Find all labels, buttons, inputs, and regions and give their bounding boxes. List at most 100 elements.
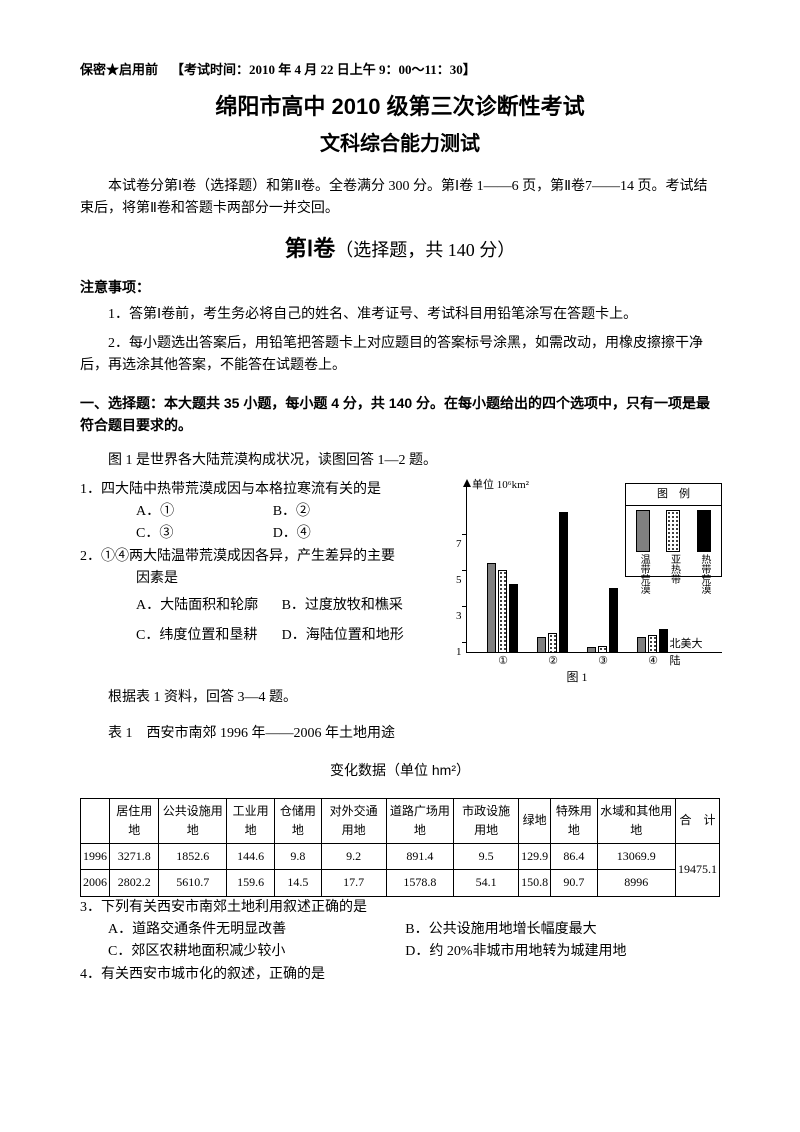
legend-label: 亚热带 — [665, 554, 681, 584]
q1-stem: 1．四大陆中热带荒漠成因与本格拉寒流有关的是 — [80, 479, 432, 501]
table-header-cell: 特殊用地 — [551, 798, 598, 843]
table-cell: 144.6 — [227, 844, 275, 870]
title-sub: 文科综合能力测试 — [80, 128, 720, 160]
table-row: 20062802.25610.7159.614.517.71578.854.11… — [81, 870, 720, 896]
q1-opt-a: A．① — [136, 501, 269, 523]
q2-opt-a: A．大陆面积和轮廓 — [136, 591, 278, 622]
x-label: ④ — [648, 653, 658, 671]
q1-opt-d: D．④ — [273, 523, 406, 545]
notice-1: 1．答第Ⅰ卷前，考生务必将自己的姓名、准考证号、考试科目用铅笔涂写在答题卡上。 — [80, 304, 720, 326]
bar-temp — [537, 637, 546, 653]
table-cell: 8996 — [597, 870, 675, 896]
notice-heading: 注意事项： — [80, 276, 720, 298]
table-cell: 17.7 — [321, 870, 386, 896]
table-row: 19963271.81852.6144.69.89.2891.49.5129.9… — [81, 844, 720, 870]
table-intro-3: 变化数据（单位 hm²） — [80, 759, 720, 783]
q3-opt-c: C．郊区农耕地面积减少较小 — [108, 941, 402, 963]
q3-opt-d: D．约 20%非城市用地转为城建用地 — [405, 941, 699, 963]
table-header-cell: 绿地 — [519, 798, 551, 843]
table-header-cell: 工业用地 — [227, 798, 275, 843]
y-arrow-icon — [463, 479, 471, 487]
table-cell: 9.8 — [275, 844, 322, 870]
legend-swatch — [666, 510, 680, 552]
table-cell: 90.7 — [551, 870, 598, 896]
bar-trop — [509, 584, 518, 652]
figure-intro: 图 1 是世界各大陆荒漠构成状况，读图回答 1—2 题。 — [80, 450, 720, 472]
table-intro-1: 根据表 1 资料，回答 3—4 题。 — [80, 687, 720, 709]
table-header-cell: 市政设施用地 — [454, 798, 519, 843]
q3-opt-a: A．道路交通条件无明显改善 — [108, 919, 402, 941]
bar-group — [537, 512, 568, 652]
q3-stem: 3．下列有关西安市南郊土地利用叙述正确的是 — [80, 897, 720, 919]
table-cell: 13069.9 — [597, 844, 675, 870]
figure-1-chart: 单位 10⁶km² 1357①②③④北美大陆 图 例 温带荒漠亚热带热带荒漠 图… — [432, 483, 722, 673]
land-use-table: 居住用地公共设施用地工业用地仓储用地对外交通用地道路广场用地市政设施用地绿地特殊… — [80, 798, 720, 897]
x-label: ① — [498, 653, 508, 671]
q3-opt-b: B．公共设施用地增长幅度最大 — [405, 919, 699, 941]
table-cell: 891.4 — [386, 844, 454, 870]
section-1-rest: （选择题，共 140 分） — [335, 240, 515, 260]
table-header-cell — [81, 798, 110, 843]
q2-opt-c: C．纬度位置和垦耕 — [136, 621, 278, 652]
q4-stem: 4．有关西安市城市化的叙述，正确的是 — [80, 964, 720, 986]
q1-opt-b: B．② — [273, 501, 406, 523]
legend-swatch — [697, 510, 711, 552]
section-1-heading: 第Ⅰ卷（选择题，共 140 分） — [80, 231, 720, 266]
figure-1-caption: 图 1 — [566, 668, 587, 687]
y-tick: 1 — [456, 643, 462, 661]
bar-temp — [637, 637, 646, 653]
q1-opt-c: C．③ — [136, 523, 269, 545]
table-cell: 5610.7 — [159, 870, 227, 896]
table-cell: 9.5 — [454, 844, 519, 870]
table-cell: 14.5 — [275, 870, 322, 896]
table-header-cell: 仓储用地 — [275, 798, 322, 843]
x-label: ③ — [598, 653, 608, 671]
bar-trop — [559, 512, 568, 652]
y-unit-label: 单位 10⁶km² — [472, 477, 529, 495]
section-1-big: 第Ⅰ卷 — [285, 236, 336, 261]
y-tick: 7 — [456, 535, 462, 553]
table-cell: 1578.8 — [386, 870, 454, 896]
bar-temp — [587, 647, 596, 652]
legend-title: 图 例 — [626, 484, 721, 507]
table-header-cell: 道路广场用地 — [386, 798, 454, 843]
y-tick: 3 — [456, 607, 462, 625]
legend-item: 温带荒漠 — [635, 510, 651, 601]
table-cell: 1996 — [81, 844, 110, 870]
bar-temp — [487, 563, 496, 653]
table-cell: 1852.6 — [159, 844, 227, 870]
table-cell: 2006 — [81, 870, 110, 896]
y-axis — [466, 483, 467, 653]
legend-label: 温带荒漠 — [635, 554, 651, 594]
q2-opt-b: B．过度放牧和樵采 — [282, 591, 424, 622]
bar-subt — [498, 570, 507, 653]
confidential-label: 保密★启用前 — [80, 62, 158, 77]
part1-heading: 一、选择题：本大题共 35 小题，每小题 4 分，共 140 分。在每小题给出的… — [80, 392, 720, 437]
bar-trop — [659, 629, 668, 652]
table-cell: 129.9 — [519, 844, 551, 870]
title-main: 绵阳市高中 2010 级第三次诊断性考试 — [80, 89, 720, 124]
y-tick: 5 — [456, 571, 462, 589]
table-cell: 2802.2 — [110, 870, 159, 896]
table-header-cell: 公共设施用地 — [159, 798, 227, 843]
legend-item: 亚热带 — [665, 510, 681, 601]
bar-subt — [548, 633, 557, 653]
table-cell: 9.2 — [321, 844, 386, 870]
table-cell: 3271.8 — [110, 844, 159, 870]
table-intro-2: 表 1 西安市南郊 1996 年——2006 年土地用途 — [80, 723, 720, 745]
table-cell: 159.6 — [227, 870, 275, 896]
table-cell: 54.1 — [454, 870, 519, 896]
x-label: ② — [548, 653, 558, 671]
table-header-cell: 合 计 — [675, 798, 719, 843]
bar-group — [487, 563, 518, 653]
bar-group — [637, 629, 668, 652]
x-label-extra: 北美大陆 — [670, 636, 705, 671]
legend-swatch — [636, 510, 650, 552]
table-header-cell: 居住用地 — [110, 798, 159, 843]
table-header-cell: 对外交通用地 — [321, 798, 386, 843]
intro-paragraph: 本试卷分第Ⅰ卷（选择题）和第Ⅱ卷。全卷满分 300 分。第Ⅰ卷 1——6 页，第… — [80, 176, 720, 221]
q2-stem2: 因素是 — [80, 568, 432, 590]
table-cell: 86.4 — [551, 844, 598, 870]
table-cell: 150.8 — [519, 870, 551, 896]
legend-item: 热带荒漠 — [696, 510, 712, 601]
